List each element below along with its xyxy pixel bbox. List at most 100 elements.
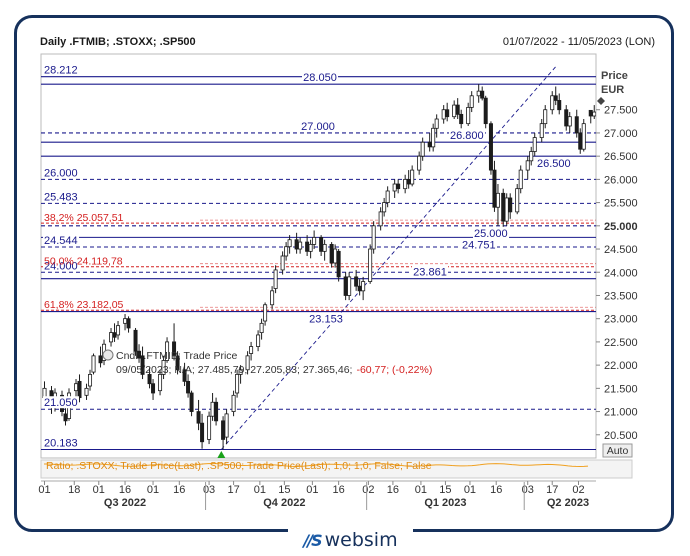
candle-body — [329, 243, 334, 264]
candle-body — [88, 374, 93, 387]
y-tick-label: 22.000 — [604, 360, 638, 372]
candle-body — [210, 401, 215, 417]
x-tick-label: 16 — [387, 484, 399, 496]
candle-body — [441, 109, 446, 120]
candle-body — [147, 374, 152, 385]
candle-body — [249, 346, 254, 354]
trend-start-marker — [217, 451, 226, 458]
level-label-bg — [300, 119, 336, 132]
time-axis[interactable]: 01 18 01 16 01 16 03 17 01 15 01 16 02 16 01 15 01 16 03 17… — [38, 480, 596, 510]
x-tick-label: 16 — [333, 484, 345, 496]
level-label-bg — [308, 312, 344, 325]
candle-body — [543, 109, 548, 125]
candle-body — [308, 243, 313, 252]
ratio-line — [44, 462, 589, 468]
x-tick-label: 01 — [254, 484, 266, 496]
candle-body — [221, 420, 226, 440]
logo-mark-icon: //S — [303, 530, 322, 550]
candle-body — [567, 116, 572, 127]
level-label: 20.183 — [44, 438, 78, 450]
candle-body — [483, 97, 488, 125]
x-tick-label: 01 — [415, 484, 427, 496]
candle-body — [588, 109, 593, 117]
candle-body — [480, 90, 485, 99]
candle-body — [231, 394, 236, 412]
y-tick-label: 25.000 — [604, 221, 638, 233]
price-axis-label-currency: EUR — [601, 84, 624, 96]
candle-body — [343, 276, 348, 296]
candle-body — [172, 341, 177, 357]
x-tick-label: 03 — [203, 484, 215, 496]
x-tick-label: 03 — [522, 484, 534, 496]
candle-body — [63, 413, 68, 422]
x-tick-label: 16 — [173, 484, 185, 496]
auto-scale-button[interactable] — [602, 443, 633, 458]
quarter-label: Q3 2022 — [104, 497, 146, 509]
level-label: 28.212 — [44, 65, 78, 77]
candle-body — [550, 95, 555, 111]
candle-body — [273, 269, 278, 289]
candle-body — [469, 95, 474, 108]
level-labels: 28.212 28.050 27.000 26.800 26.500 26.000 25.4… — [43, 63, 572, 450]
plot-area[interactable] — [40, 53, 597, 459]
candle-body — [158, 374, 163, 392]
level-label-bg — [43, 190, 79, 203]
candle-body — [151, 383, 156, 394]
candle-body — [581, 123, 586, 150]
candle-body — [287, 239, 292, 248]
price-axis[interactable]: 20.500 21.000 21.500 22.000 22.500 23.000 23.5… — [596, 105, 638, 442]
level-label-bg — [43, 436, 79, 449]
candle-body — [492, 169, 497, 208]
fib-label: 50,0% 24.119,78 — [44, 256, 123, 268]
tooltip-icon — [102, 349, 114, 361]
candle-body — [235, 374, 240, 394]
candle-body — [270, 290, 275, 306]
candle-body — [77, 380, 82, 399]
trendline — [220, 64, 558, 450]
quarter-label: Q4 2022 — [263, 497, 305, 509]
candle-body — [382, 202, 387, 213]
candle-body — [175, 355, 180, 371]
candle-body — [280, 255, 285, 271]
candle-body — [245, 355, 250, 371]
candle-body — [312, 237, 317, 245]
trendline-group — [217, 64, 558, 458]
x-tick-label: 01 — [464, 484, 476, 496]
candle-body — [357, 285, 362, 292]
x-tick-label: 16 — [490, 484, 502, 496]
y-tick-label: 20.500 — [604, 430, 638, 442]
candle-body — [508, 197, 513, 213]
candle-body — [532, 137, 537, 152]
x-tick-label: 15 — [278, 484, 290, 496]
level-label-bg — [43, 63, 79, 76]
candle-body — [361, 281, 366, 292]
level-label-bg — [43, 233, 79, 246]
level-label-bg — [412, 265, 448, 278]
candle-body — [592, 111, 596, 117]
quarter-label: Q2 2023 — [547, 497, 589, 509]
candle-body — [182, 369, 187, 382]
y-tick-label: 27.000 — [604, 128, 638, 140]
x-tick-label: 02 — [362, 484, 374, 496]
candle-body — [161, 360, 166, 375]
candle-body — [196, 411, 201, 424]
x-tick-label: 17 — [227, 484, 239, 496]
ratio-legend: Ratio; .STOXX; Trade Price(Last); .SP500… — [46, 460, 432, 472]
candle-body — [578, 132, 583, 150]
candle-body — [123, 318, 128, 324]
candle-body — [165, 341, 170, 361]
candle-body — [109, 332, 114, 343]
candle-body — [126, 318, 131, 329]
x-tick-label: 01 — [93, 484, 105, 496]
level-label: 26.800 — [450, 130, 484, 142]
websim-logo: //S websim — [288, 526, 413, 554]
auto-scale-label: Auto — [607, 445, 629, 457]
level-label: 24.000 — [44, 260, 78, 272]
candle-body — [455, 104, 460, 115]
candle-body — [256, 334, 261, 347]
tooltip-line-2: 09/05/2023; N/A; 27.485,79; 27.205,83; 2… — [116, 364, 432, 376]
x-tick-label: 01 — [38, 484, 50, 496]
level-label-bg — [461, 238, 497, 251]
candle-body — [140, 355, 145, 375]
